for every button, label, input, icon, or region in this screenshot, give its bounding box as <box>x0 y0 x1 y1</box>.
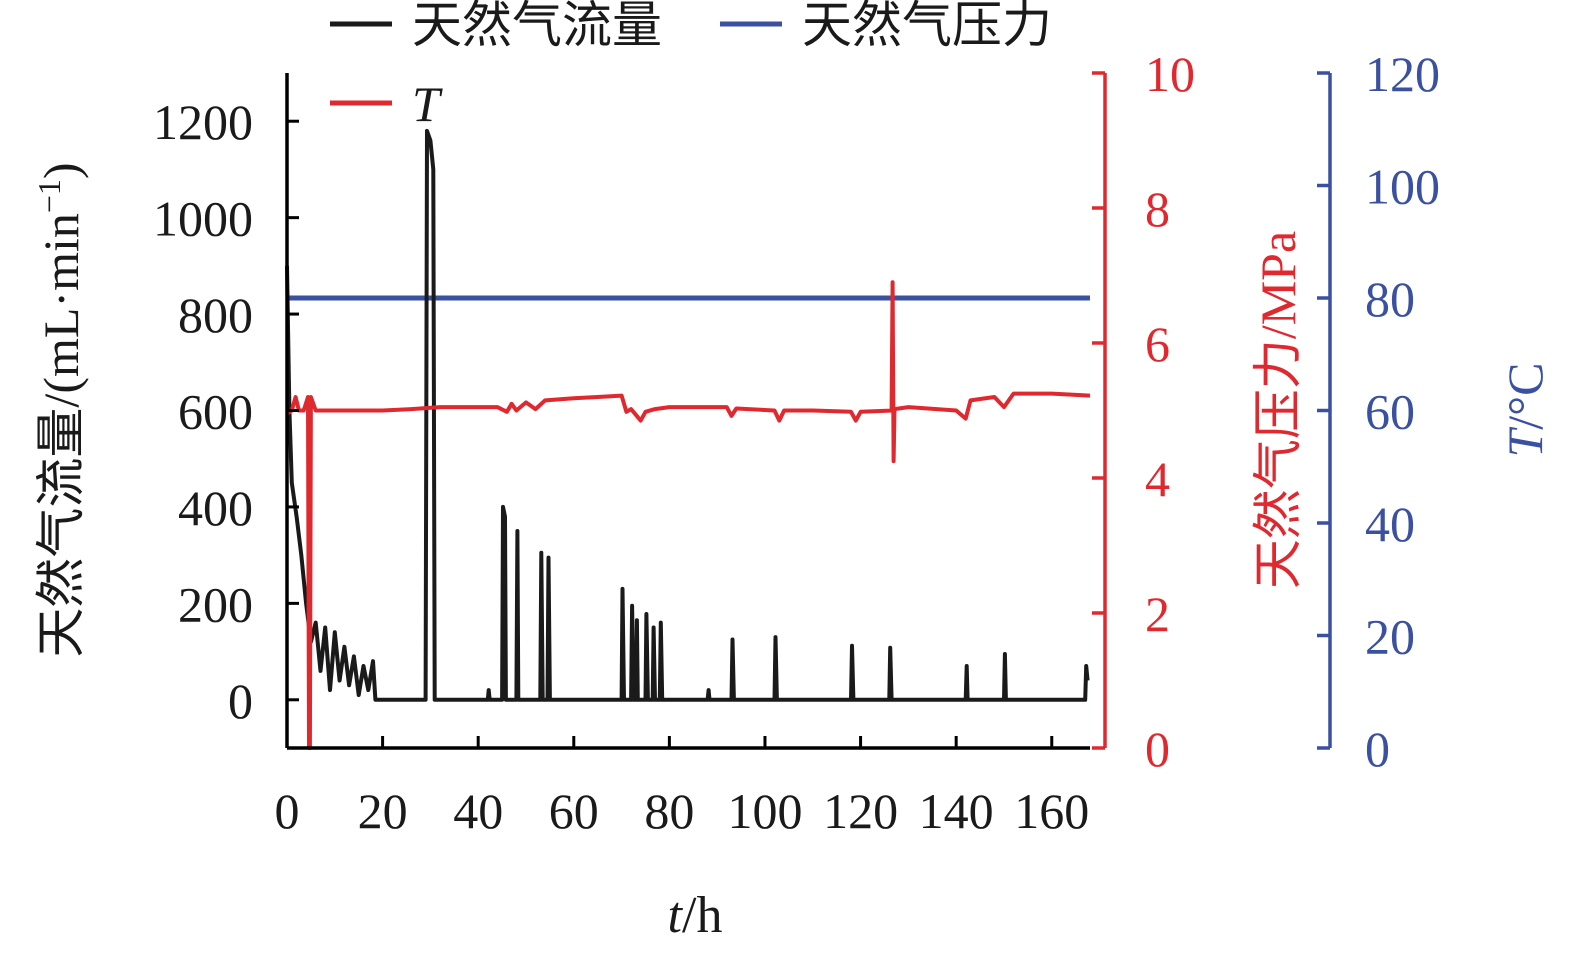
left-axis-title-sup: −1 <box>31 179 67 213</box>
left-axis-title-main: 天然气流量/(mL·min <box>33 213 89 657</box>
right-axis-2-tick-label: 20 <box>1365 609 1415 665</box>
legend-label-temperature: T <box>412 76 443 132</box>
right-axis-1-tick-label: 10 <box>1145 46 1195 102</box>
axis-labels: t/h 天然气流量/(mL·min−1) 天然气压力/MPa T/°C <box>31 162 1553 944</box>
right-axis-1-tick-label: 2 <box>1145 586 1170 642</box>
left-axis-title: 天然气流量/(mL·min−1) <box>31 162 89 657</box>
x-axis-tick-label: 120 <box>823 783 898 839</box>
x-axis-title-var: t <box>668 887 684 944</box>
left-axis-tick-label: 1200 <box>153 94 253 150</box>
x-axis-tick-label: 100 <box>727 783 802 839</box>
x-axis-title-unit: /h <box>682 887 722 944</box>
legend-label-pressure: 天然气压力 <box>802 0 1052 53</box>
right-axis-1-tick-label: 8 <box>1145 181 1170 237</box>
x-axis-tick-label: 40 <box>453 783 503 839</box>
left-axis-tick-label: 0 <box>228 673 253 729</box>
right-axis-2-title-var: T <box>1497 427 1553 458</box>
right-axis-1-tick-label: 6 <box>1145 316 1170 372</box>
right-axis-2-title: T/°C <box>1497 362 1553 457</box>
x-axis-title: t/h <box>668 887 723 944</box>
left-axis-title-close: ) <box>33 162 89 179</box>
left-axis-tick-label: 600 <box>178 384 253 440</box>
right-axis-2-title-unit: /°C <box>1497 362 1553 429</box>
right-axis-1-tick-label: 4 <box>1145 451 1170 507</box>
right-axis-1-title: 天然气压力/MPa <box>1250 231 1306 589</box>
right-axis-2-tick-label: 60 <box>1365 384 1415 440</box>
series-line-temperature <box>285 280 1091 750</box>
left-axis-tick-label: 200 <box>178 576 253 632</box>
right-axis-2-tick-label: 0 <box>1365 721 1390 777</box>
legend-label-flow: 天然气流量 <box>412 0 662 53</box>
right-axis-2-tick-label: 80 <box>1365 271 1415 327</box>
x-axis-tick-label: 140 <box>919 783 994 839</box>
x-axis-tick-label: 60 <box>549 783 599 839</box>
right-axis-2-tick-label: 40 <box>1365 496 1415 552</box>
right-axis-2-tick-label: 120 <box>1365 46 1440 102</box>
legend: 天然气流量 天然气压力 T <box>330 0 1052 132</box>
left-axis-tick-label: 800 <box>178 287 253 343</box>
left-axis-tick-label: 1000 <box>153 191 253 247</box>
series-line-flow <box>285 128 1090 702</box>
right-axis-2-tick-label: 100 <box>1365 159 1440 215</box>
x-axis-tick-label: 20 <box>358 783 408 839</box>
x-axis-tick-label: 80 <box>644 783 694 839</box>
x-axis-tick-label: 160 <box>1014 783 1089 839</box>
right-axis-1-tick-label: 0 <box>1145 721 1170 777</box>
x-axis-tick-label: 0 <box>275 783 300 839</box>
left-axis-tick-label: 400 <box>178 480 253 536</box>
series-layer <box>285 128 1091 750</box>
